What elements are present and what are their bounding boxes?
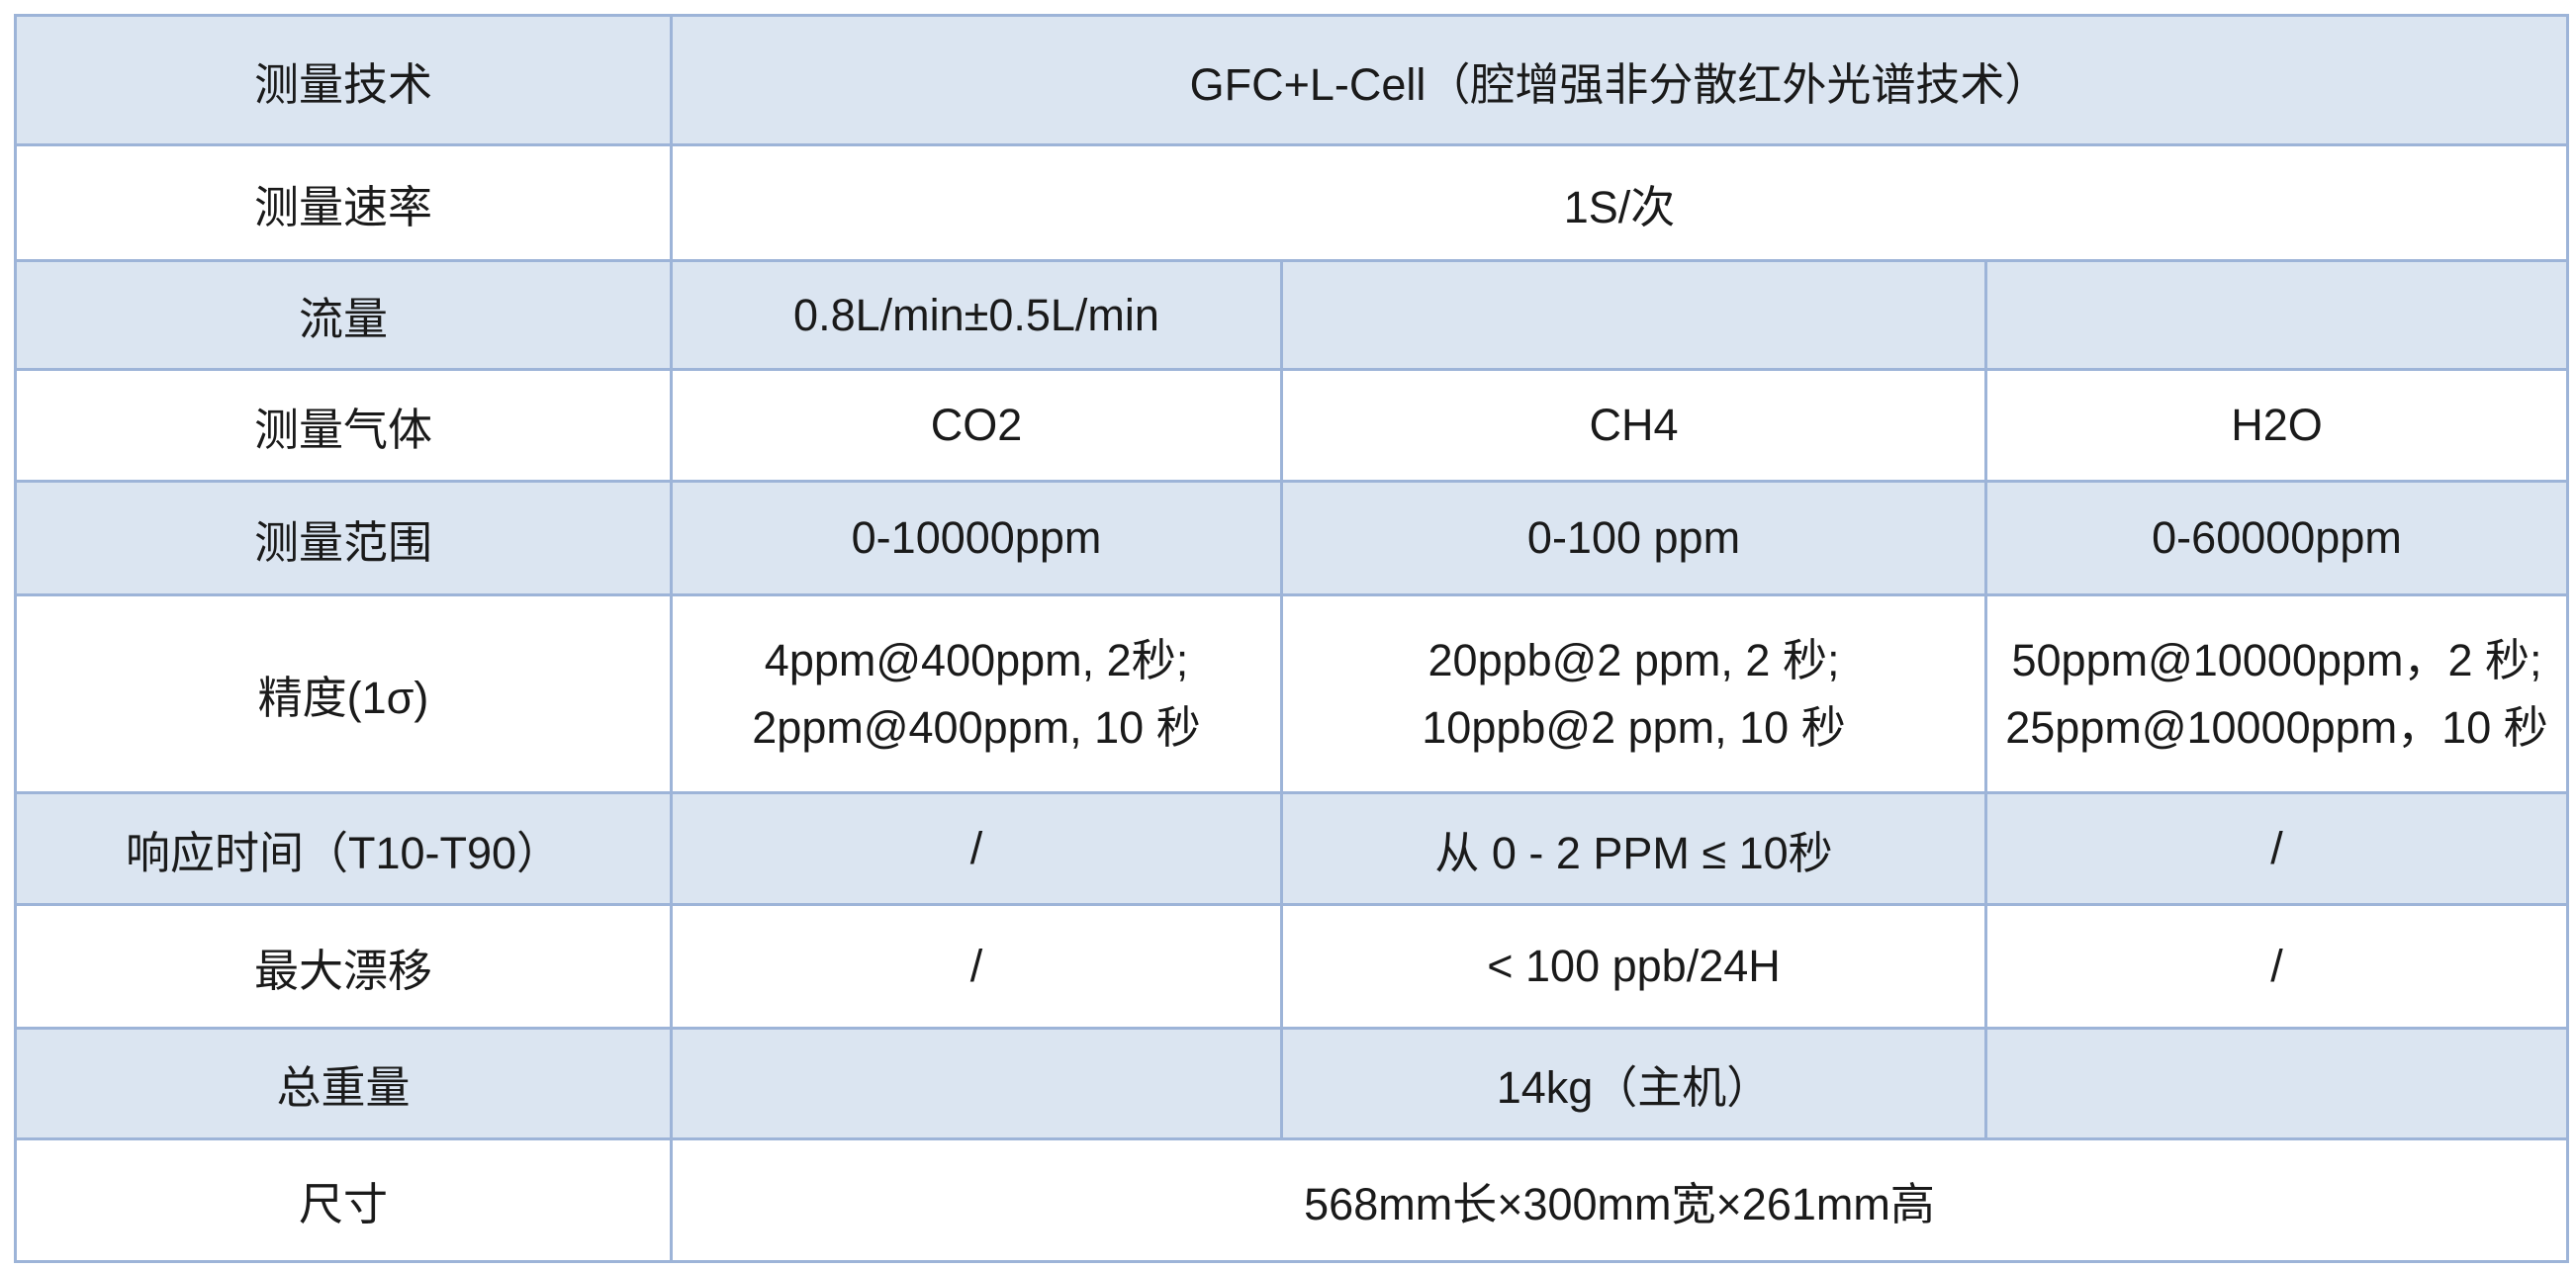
cell-gas-h2o: H2O [1984,368,2569,483]
table-row-measurement-range: 测量范围 0-10000ppm 0-100 ppm 0-60000ppm [14,480,2569,596]
precision-co2-line-2: 2ppm@400ppm, 10 秒 [752,701,1201,753]
row-label-max-drift: 最大漂移 [14,903,673,1030]
cell-weight-right [1984,1027,2569,1140]
cell-weight-value: 14kg（主机） [1280,1027,1987,1140]
row-label-measurement-rate: 测量速率 [14,143,673,262]
cell-gas-ch4: CH4 [1280,368,1987,483]
row-label-total-weight: 总重量 [14,1027,673,1140]
row-label-measurement-range: 测量范围 [14,480,673,596]
cell-precision-co2: 4ppm@400ppm, 2秒; 2ppm@400ppm, 10 秒 [670,593,1283,794]
cell-range-co2: 0-10000ppm [670,480,1283,596]
table-row-precision: 精度(1σ) 4ppm@400ppm, 2秒; 2ppm@400ppm, 10 … [14,593,2569,794]
cell-weight-left [670,1027,1283,1140]
cell-drift-h2o: / [1984,903,2569,1030]
cell-dimensions-value: 568mm长×300mm宽×261mm高 [670,1137,2569,1263]
cell-drift-ch4: < 100 ppb/24H [1280,903,1987,1030]
table-row-max-drift: 最大漂移 / < 100 ppb/24H / [14,903,2569,1030]
row-label-response-time: 响应时间（T10-T90） [14,791,673,906]
cell-precision-h2o: 50ppm@10000ppm，2 秒; 25ppm@10000ppm，10 秒 [1984,593,2569,794]
cell-drift-co2: / [670,903,1283,1030]
precision-h2o-line-1: 50ppm@10000ppm，2 秒; [2011,635,2542,685]
row-label-measurement-technique: 测量技术 [14,14,673,146]
cell-gas-co2: CO2 [670,368,1283,483]
cell-measurement-technique-value: GFC+L-Cell（腔增强非分散红外光谱技术） [670,14,2569,146]
cell-range-ch4: 0-100 ppm [1280,480,1987,596]
precision-ch4-line-2: 10ppb@2 ppm, 10 秒 [1422,701,1846,753]
spec-table: 测量技术 GFC+L-Cell（腔增强非分散红外光谱技术） 测量速率 1S/次 … [14,14,2569,1263]
table-row-dimensions: 尺寸 568mm长×300mm宽×261mm高 [14,1137,2569,1263]
cell-precision-ch4: 20ppb@2 ppm, 2 秒; 10ppb@2 ppm, 10 秒 [1280,593,1987,794]
precision-h2o-line-2: 25ppm@10000ppm，10 秒 [2005,701,2548,753]
cell-response-ch4: 从 0 - 2 PPM ≤ 10秒 [1280,791,1987,906]
table-row-flow: 流量 0.8L/min±0.5L/min [14,259,2569,371]
table-row-measurement-technique: 测量技术 GFC+L-Cell（腔增强非分散红外光谱技术） [14,14,2569,146]
precision-ch4-line-1: 20ppb@2 ppm, 2 秒; [1427,635,1840,685]
table-row-response-time: 响应时间（T10-T90） / 从 0 - 2 PPM ≤ 10秒 / [14,791,2569,906]
cell-response-h2o: / [1984,791,2569,906]
cell-measurement-rate-value: 1S/次 [670,143,2569,262]
table-row-measured-gas: 测量气体 CO2 CH4 H2O [14,368,2569,483]
row-label-dimensions: 尺寸 [14,1137,673,1263]
cell-flow-h2o [1984,259,2569,371]
row-label-flow: 流量 [14,259,673,371]
table-row-total-weight: 总重量 14kg（主机） [14,1027,2569,1140]
cell-flow-co2: 0.8L/min±0.5L/min [670,259,1283,371]
row-label-precision: 精度(1σ) [14,593,673,794]
cell-response-co2: / [670,791,1283,906]
cell-range-h2o: 0-60000ppm [1984,480,2569,596]
table-row-measurement-rate: 测量速率 1S/次 [14,143,2569,262]
row-label-measured-gas: 测量气体 [14,368,673,483]
cell-flow-ch4 [1280,259,1987,371]
precision-co2-line-1: 4ppm@400ppm, 2秒; [764,635,1189,685]
